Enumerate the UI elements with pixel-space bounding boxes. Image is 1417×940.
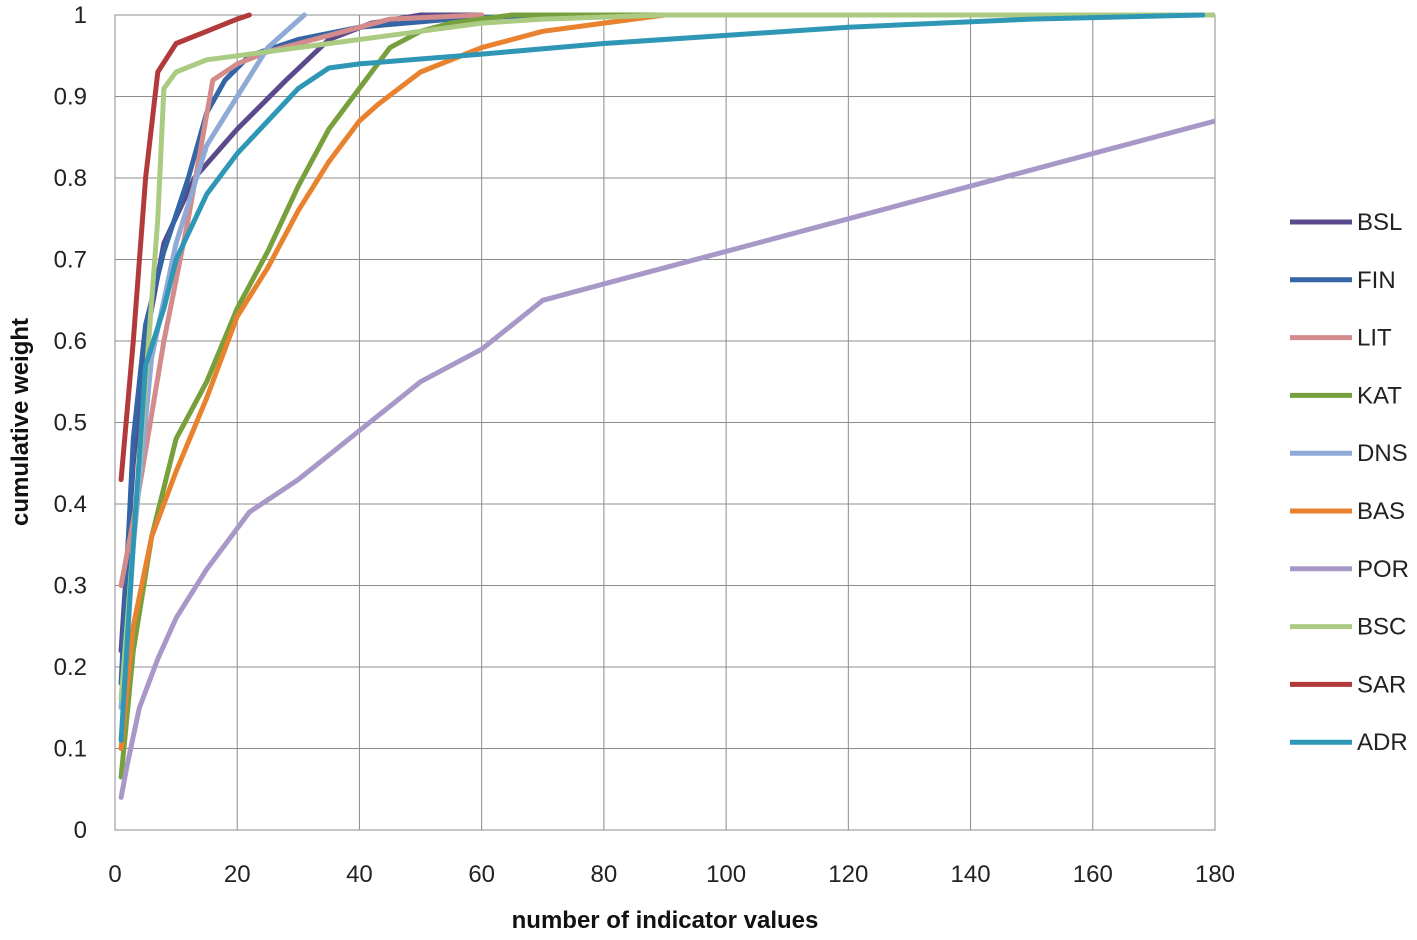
series-lines <box>118 12 1215 800</box>
y-tick-label: 0.1 <box>54 736 87 763</box>
legend-label-sar: SAR <box>1357 671 1406 698</box>
legend: BSL FIN LIT KAT DNS BAS POR BSC SAR ADR <box>1290 209 1409 756</box>
x-tick-label: 120 <box>828 861 868 888</box>
y-tick-label: 0.3 <box>54 573 87 600</box>
y-tick-label: 0.6 <box>54 328 87 355</box>
series-line-fin <box>118 12 1215 686</box>
legend-label-por: POR <box>1357 556 1409 583</box>
y-tick-label: 0.8 <box>54 165 87 192</box>
y-tick-label: 0.9 <box>54 84 87 111</box>
legend-label-adr: ADR <box>1357 729 1408 756</box>
series-line-kat <box>118 12 1215 780</box>
x-axis-label: number of indicator values <box>512 907 819 934</box>
x-tick-label: 40 <box>346 861 373 888</box>
y-axis-label: cumulative weight <box>7 318 34 526</box>
x-axis-ticks: 0 20 40 60 80 100 120 140 160 180 <box>108 861 1235 888</box>
y-tick-label: 0.5 <box>54 410 87 437</box>
legend-label-bsc: BSC <box>1357 614 1406 641</box>
grid <box>114 14 1216 831</box>
legend-label-fin: FIN <box>1357 267 1396 294</box>
legend-label-kat: KAT <box>1357 382 1402 409</box>
legend-label-lit: LIT <box>1357 325 1392 352</box>
y-tick-label: 0.2 <box>54 654 87 681</box>
series-line-bsc <box>118 12 1215 703</box>
y-axis-ticks: 0 0.1 0.2 0.3 0.4 0.5 0.6 0.7 0.8 0.9 1 <box>54 2 87 844</box>
x-tick-label: 60 <box>468 861 495 888</box>
x-tick-label: 80 <box>591 861 618 888</box>
series-line-lit <box>118 12 485 588</box>
legend-label-dns: DNS <box>1357 440 1408 467</box>
series-line-adr <box>118 12 1206 743</box>
x-tick-label: 100 <box>706 861 746 888</box>
x-tick-label: 180 <box>1195 861 1235 888</box>
y-tick-label: 0.7 <box>54 247 87 274</box>
x-tick-label: 160 <box>1073 861 1113 888</box>
x-tick-label: 20 <box>224 861 251 888</box>
y-tick-label: 0.4 <box>54 491 87 518</box>
x-tick-label: 0 <box>108 861 121 888</box>
series-line-bsl <box>118 12 485 654</box>
y-tick-label: 1 <box>74 2 87 29</box>
series-line-por <box>118 118 1215 800</box>
legend-label-bas: BAS <box>1357 498 1405 525</box>
x-tick-label: 140 <box>951 861 991 888</box>
series-line-bas <box>118 12 729 751</box>
series-line-sar <box>118 12 252 483</box>
legend-label-bsl: BSL <box>1357 209 1402 236</box>
y-tick-label: 0 <box>74 817 87 844</box>
